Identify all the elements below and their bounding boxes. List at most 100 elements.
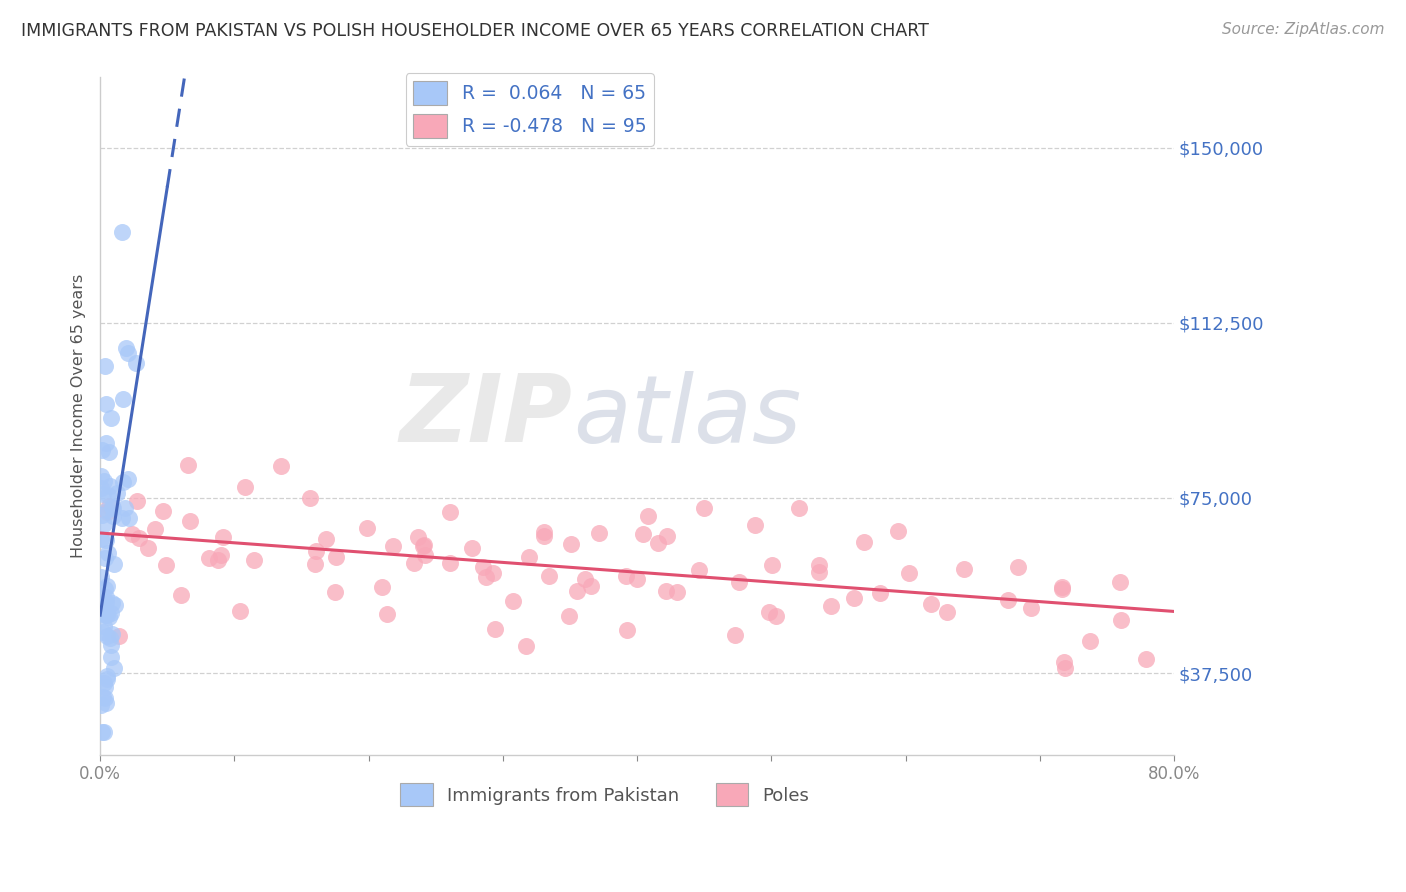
Point bbox=[97, 488, 120, 502]
Point bbox=[1019, 600, 1042, 615]
Point bbox=[439, 556, 461, 570]
Point bbox=[820, 599, 842, 614]
Point bbox=[693, 501, 716, 516]
Point bbox=[93, 676, 115, 690]
Point bbox=[101, 627, 124, 641]
Point bbox=[110, 225, 132, 239]
Point bbox=[299, 491, 322, 505]
Point bbox=[127, 494, 149, 508]
Point bbox=[93, 690, 115, 705]
Point bbox=[93, 516, 115, 531]
Point bbox=[94, 590, 117, 604]
Legend: Immigrants from Pakistan, Poles: Immigrants from Pakistan, Poles bbox=[394, 776, 817, 814]
Point bbox=[94, 680, 117, 694]
Point bbox=[304, 557, 326, 571]
Point bbox=[439, 504, 461, 518]
Point bbox=[560, 537, 582, 551]
Point bbox=[533, 528, 555, 542]
Point bbox=[117, 346, 139, 360]
Point bbox=[616, 624, 638, 638]
Point bbox=[94, 436, 117, 450]
Point bbox=[98, 631, 121, 645]
Point bbox=[100, 410, 122, 425]
Point bbox=[96, 669, 118, 683]
Point bbox=[475, 570, 498, 584]
Point bbox=[579, 579, 602, 593]
Point bbox=[128, 531, 150, 545]
Point bbox=[96, 629, 118, 643]
Point bbox=[887, 524, 910, 539]
Point bbox=[97, 546, 120, 560]
Point bbox=[100, 650, 122, 665]
Point bbox=[655, 529, 678, 543]
Point bbox=[588, 526, 610, 541]
Point bbox=[91, 487, 114, 501]
Point bbox=[93, 724, 115, 739]
Point bbox=[90, 481, 112, 495]
Point bbox=[94, 595, 117, 609]
Point bbox=[1050, 582, 1073, 596]
Point bbox=[935, 606, 957, 620]
Point bbox=[90, 469, 112, 483]
Point bbox=[655, 583, 678, 598]
Point bbox=[375, 607, 398, 621]
Point bbox=[96, 505, 118, 519]
Point bbox=[90, 698, 112, 713]
Point bbox=[515, 640, 537, 654]
Point bbox=[125, 356, 148, 370]
Point bbox=[105, 486, 128, 500]
Point bbox=[997, 592, 1019, 607]
Point bbox=[91, 508, 114, 523]
Point bbox=[482, 566, 505, 580]
Point bbox=[94, 533, 117, 548]
Y-axis label: Householder Income Over 65 years: Householder Income Over 65 years bbox=[72, 274, 86, 558]
Point bbox=[97, 610, 120, 624]
Text: IMMIGRANTS FROM PAKISTAN VS POLISH HOUSEHOLDER INCOME OVER 65 YEARS CORRELATION : IMMIGRANTS FROM PAKISTAN VS POLISH HOUSE… bbox=[21, 22, 929, 40]
Point bbox=[91, 625, 114, 640]
Point bbox=[90, 532, 112, 546]
Point bbox=[789, 501, 811, 516]
Point bbox=[898, 566, 921, 581]
Point bbox=[565, 584, 588, 599]
Point bbox=[808, 558, 831, 573]
Point bbox=[93, 619, 115, 633]
Point bbox=[94, 582, 117, 596]
Point bbox=[111, 392, 134, 407]
Point bbox=[96, 579, 118, 593]
Point bbox=[114, 342, 136, 356]
Point bbox=[121, 526, 143, 541]
Point bbox=[920, 597, 942, 611]
Point bbox=[93, 474, 115, 488]
Point bbox=[370, 580, 392, 594]
Point bbox=[233, 480, 256, 494]
Point bbox=[98, 479, 121, 493]
Point bbox=[101, 596, 124, 610]
Text: ZIP: ZIP bbox=[399, 370, 572, 462]
Point bbox=[728, 575, 751, 590]
Point bbox=[93, 359, 115, 373]
Point bbox=[117, 472, 139, 486]
Point bbox=[404, 556, 426, 570]
Point bbox=[114, 500, 136, 515]
Point bbox=[1078, 634, 1101, 648]
Point bbox=[637, 508, 659, 523]
Point bbox=[100, 500, 122, 514]
Point bbox=[1109, 575, 1132, 590]
Point bbox=[413, 548, 436, 562]
Point bbox=[744, 518, 766, 533]
Point bbox=[91, 724, 114, 739]
Point bbox=[243, 553, 266, 567]
Point bbox=[209, 548, 232, 562]
Point bbox=[626, 572, 648, 586]
Point bbox=[1053, 655, 1076, 669]
Point bbox=[152, 504, 174, 518]
Point bbox=[807, 565, 830, 579]
Point bbox=[228, 604, 250, 618]
Point bbox=[270, 458, 292, 473]
Point bbox=[325, 585, 347, 599]
Point bbox=[170, 587, 193, 601]
Point bbox=[406, 530, 429, 544]
Point bbox=[633, 527, 655, 541]
Point bbox=[533, 525, 555, 540]
Point bbox=[1135, 652, 1157, 666]
